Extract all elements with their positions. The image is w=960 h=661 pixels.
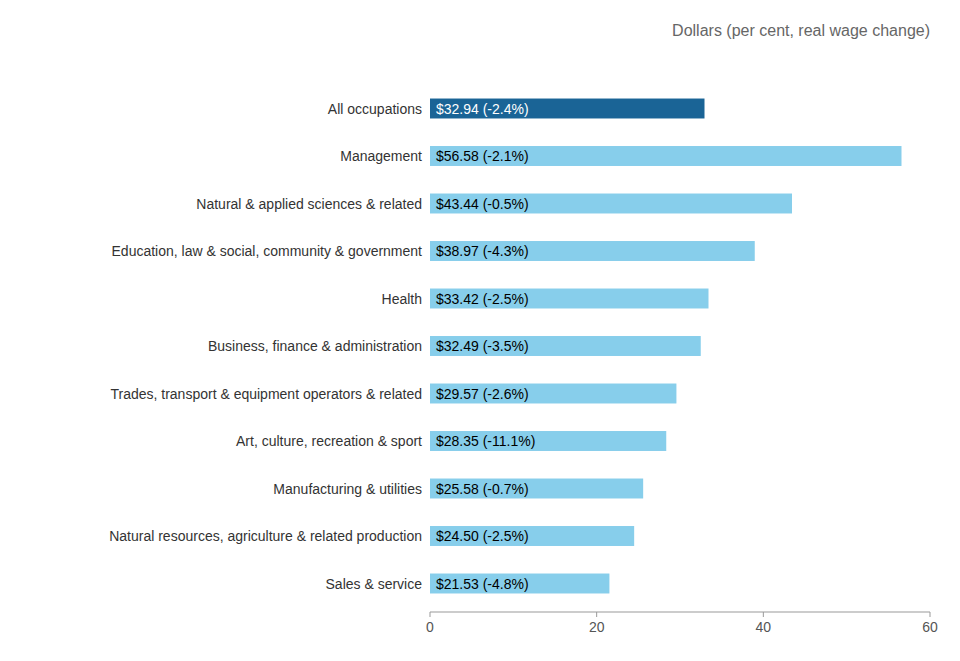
data-label: $21.53 (-4.8%) <box>436 576 529 592</box>
category-label: Natural & applied sciences & related <box>196 196 422 212</box>
bar <box>430 146 902 166</box>
bar <box>430 99 705 119</box>
category-label: Manufacturing & utilities <box>273 481 422 497</box>
category-label: All occupations <box>328 101 422 117</box>
bars <box>430 99 902 594</box>
x-tick-label: 0 <box>426 619 434 635</box>
x-axis-line <box>430 612 930 613</box>
x-tick <box>930 612 931 617</box>
x-tick <box>430 612 431 617</box>
category-label: Education, law & social, community & gov… <box>112 243 423 259</box>
data-label: $28.35 (-11.1%) <box>436 433 535 449</box>
bar <box>430 384 676 404</box>
labels: $21.53 (-4.8%) $24.50 (-2.5%) $25.58 (-0.7… <box>436 101 535 592</box>
bar <box>430 526 634 546</box>
category-label: Health <box>382 291 422 307</box>
chart-container: Dollars (per cent, real wage change) $21.… <box>0 0 960 661</box>
data-label: $32.49 (-3.5%) <box>436 338 529 354</box>
category-label: Trades, transport & equipment operators … <box>110 386 422 402</box>
bar <box>430 289 709 309</box>
chart-title: Dollars (per cent, real wage change) <box>672 22 930 39</box>
data-label: $33.42 (-2.5%) <box>436 291 529 307</box>
data-label: $56.58 (-2.1%) <box>436 148 529 164</box>
bar <box>430 194 792 214</box>
bar <box>430 479 643 499</box>
chart-svg: Dollars (per cent, real wage change) $21.… <box>0 0 960 661</box>
x-tick-label: 40 <box>756 619 772 635</box>
x-tick <box>763 612 764 617</box>
bar <box>430 241 755 261</box>
bar <box>430 574 609 594</box>
data-label: $38.97 (-4.3%) <box>436 243 529 259</box>
data-label: $25.58 (-0.7%) <box>436 481 529 497</box>
category-label: Natural resources, agriculture & related… <box>109 528 422 544</box>
category-label: Management <box>340 148 422 164</box>
data-label: $43.44 (-0.5%) <box>436 196 529 212</box>
data-label: $32.94 (-2.4%) <box>436 101 529 117</box>
category-label: Art, culture, recreation & sport <box>236 433 422 449</box>
x-tick-label: 20 <box>589 619 605 635</box>
x-tick-label: 60 <box>922 619 938 635</box>
data-label: $24.50 (-2.5%) <box>436 528 529 544</box>
category-label: Sales & service <box>326 576 423 592</box>
bar <box>430 336 701 356</box>
x-tick <box>596 612 597 617</box>
bar <box>430 431 666 451</box>
data-label: $29.57 (-2.6%) <box>436 386 529 402</box>
category-label: Business, finance & administration <box>208 338 422 354</box>
